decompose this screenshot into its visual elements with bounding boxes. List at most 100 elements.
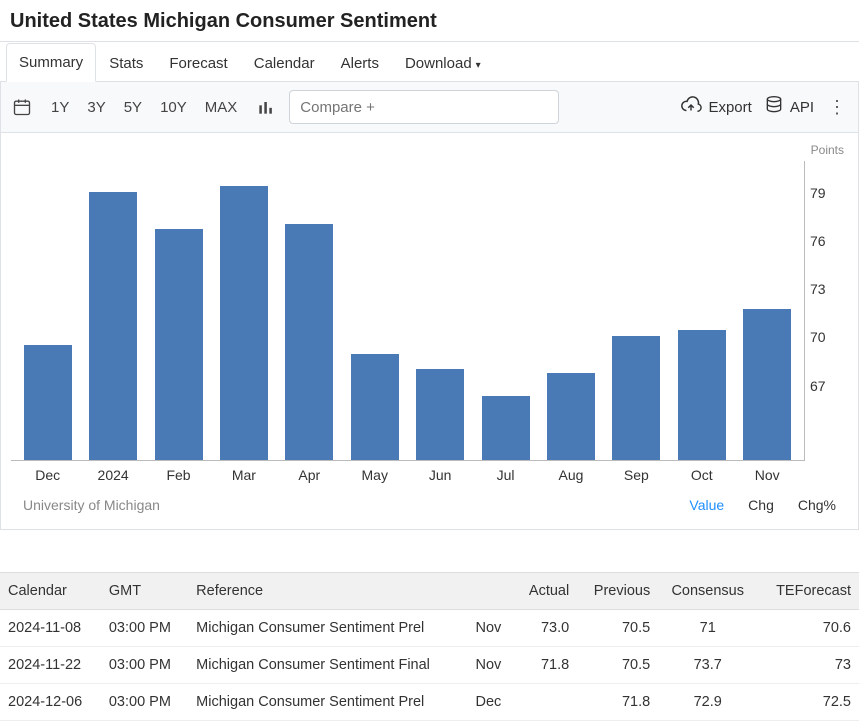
table-cell: Michigan Consumer Sentiment Final xyxy=(188,647,467,684)
bar-Feb[interactable] xyxy=(155,229,203,460)
table-row: 2024-11-2203:00 PMMichigan Consumer Sent… xyxy=(0,647,859,684)
table-cell: 72.9 xyxy=(658,684,757,721)
table-cell: 70.5 xyxy=(577,647,658,684)
x-label: Mar xyxy=(219,467,269,483)
table-cell: Michigan Consumer Sentiment Prel xyxy=(188,684,467,721)
bar-May[interactable] xyxy=(351,354,399,460)
api-label: API xyxy=(790,99,814,116)
calendar-table: CalendarGMTReference ActualPreviousConsen… xyxy=(0,572,859,721)
table-cell xyxy=(514,684,577,721)
metric-tab-value[interactable]: Value xyxy=(689,497,724,513)
col-header: Previous xyxy=(577,573,658,610)
metric-tabs: Value Chg Chg% xyxy=(689,497,836,513)
table-cell: 2024-11-08 xyxy=(0,610,101,647)
metric-tab-chg[interactable]: Chg% xyxy=(798,497,836,513)
range-10y[interactable]: 10Y xyxy=(154,95,193,120)
y-tick: 79 xyxy=(810,185,826,201)
main-tabs: SummaryStatsForecastCalendarAlertsDownlo… xyxy=(0,41,859,82)
more-menu-icon[interactable]: ⋮ xyxy=(826,96,848,118)
table-cell: 2024-12-06 xyxy=(0,684,101,721)
table-cell: 73.7 xyxy=(658,647,757,684)
table-cell: 70.6 xyxy=(757,610,859,647)
table-cell: 70.5 xyxy=(577,610,658,647)
bar-Apr[interactable] xyxy=(285,224,333,460)
col-header: TEForecast xyxy=(757,573,859,610)
table-cell: 71 xyxy=(658,610,757,647)
x-label: Jun xyxy=(415,467,465,483)
col-header: GMT xyxy=(101,573,188,610)
tab-forecast[interactable]: Forecast xyxy=(156,44,240,82)
col-header: Actual xyxy=(514,573,577,610)
x-label: Apr xyxy=(284,467,334,483)
chart-source: University of Michigan xyxy=(23,497,160,513)
table-cell: 73.0 xyxy=(514,610,577,647)
table-cell: 03:00 PM xyxy=(101,684,188,721)
table-row: 2024-12-0603:00 PMMichigan Consumer Sent… xyxy=(0,684,859,721)
table-cell: Nov xyxy=(467,610,514,647)
chevron-down-icon: ▾ xyxy=(476,60,481,71)
chart-toolbar: 1Y3Y 5Y10YMAX Export API ⋮ xyxy=(0,82,859,133)
col-header xyxy=(467,573,514,610)
bar-Aug[interactable] xyxy=(547,373,595,460)
x-label: Oct xyxy=(677,467,727,483)
x-label: Dec xyxy=(23,467,73,483)
bar-Mar[interactable] xyxy=(220,186,268,460)
tab-calendar[interactable]: Calendar xyxy=(241,44,328,82)
database-icon xyxy=(764,95,784,119)
range-3y[interactable]: 3Y xyxy=(81,95,111,120)
x-label: Sep xyxy=(611,467,661,483)
x-label: 2024 xyxy=(88,467,138,483)
bar-Jul[interactable] xyxy=(482,396,530,460)
bar-Dec[interactable] xyxy=(24,345,72,461)
chart-plot xyxy=(11,161,804,461)
table-cell: 73 xyxy=(757,647,859,684)
table-header-row: CalendarGMTReference ActualPreviousConsen… xyxy=(0,573,859,610)
x-label: Feb xyxy=(154,467,204,483)
bar-Jun[interactable] xyxy=(416,369,464,460)
bar-2024[interactable] xyxy=(89,192,137,460)
export-label: Export xyxy=(708,99,751,116)
page-title: United States Michigan Consumer Sentimen… xyxy=(0,0,859,41)
y-axis-unit: Points xyxy=(11,143,848,161)
tab-summary[interactable]: Summary xyxy=(6,43,96,82)
chart-type-icon[interactable] xyxy=(255,96,277,118)
table-cell: 03:00 PM xyxy=(101,647,188,684)
chart-container: Points 67 70 73 76 79 Dec 2024 Feb Mar Apr May Jun… xyxy=(0,133,859,530)
compare-input[interactable] xyxy=(289,90,559,124)
col-header: Reference xyxy=(188,573,467,610)
export-button[interactable]: Export xyxy=(680,94,751,120)
table-cell: 71.8 xyxy=(577,684,658,721)
calendar-icon[interactable] xyxy=(11,96,33,118)
table-cell: Michigan Consumer Sentiment Prel xyxy=(188,610,467,647)
table-cell: Dec xyxy=(467,684,514,721)
bar-Nov[interactable] xyxy=(743,309,791,460)
y-tick: 70 xyxy=(810,329,826,345)
metric-tab-chg[interactable]: Chg xyxy=(748,497,774,513)
x-label: Jul xyxy=(481,467,531,483)
cloud-upload-icon xyxy=(680,94,702,120)
y-tick: 67 xyxy=(810,378,826,394)
x-label: Aug xyxy=(546,467,596,483)
range-max[interactable]: MAX xyxy=(199,95,244,120)
table-cell: 2024-11-22 xyxy=(0,647,101,684)
bar-Sep[interactable] xyxy=(612,336,660,460)
bar-Oct[interactable] xyxy=(678,330,726,460)
x-axis: Dec2024FebMarAprMayJunJulAugSepOctNov xyxy=(11,461,848,483)
tab-alerts[interactable]: Alerts xyxy=(328,44,392,82)
y-tick: 76 xyxy=(810,233,826,249)
y-tick: 73 xyxy=(810,281,826,297)
api-button[interactable]: API xyxy=(764,95,814,119)
tab-download[interactable]: Download▾ xyxy=(392,44,494,82)
col-header: Calendar xyxy=(0,573,101,610)
col-header: Consensus xyxy=(658,573,757,610)
table-cell: 03:00 PM xyxy=(101,610,188,647)
range-5y[interactable]: 5Y xyxy=(118,95,148,120)
table-cell: Nov xyxy=(467,647,514,684)
table-cell: 72.5 xyxy=(757,684,859,721)
x-label: May xyxy=(350,467,400,483)
table-cell: 71.8 xyxy=(514,647,577,684)
y-axis: 67 70 73 76 79 xyxy=(804,161,848,461)
tab-stats[interactable]: Stats xyxy=(96,44,156,82)
table-row: 2024-11-0803:00 PMMichigan Consumer Sent… xyxy=(0,610,859,647)
range-1y[interactable]: 1Y xyxy=(45,95,75,120)
